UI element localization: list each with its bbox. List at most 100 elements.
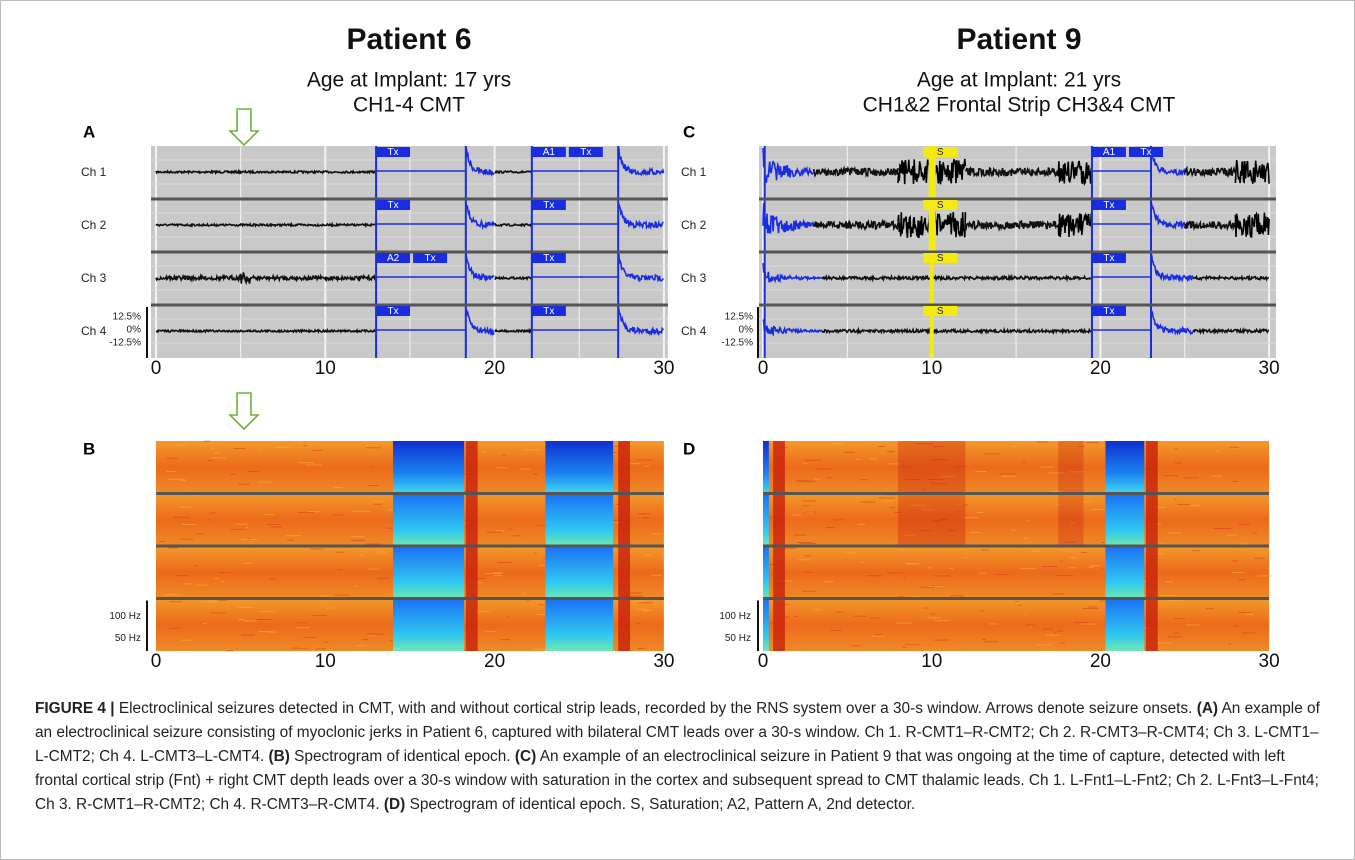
- time-tick-label: 0: [151, 651, 162, 672]
- amplitude-scale-label: 12.5%: [725, 312, 753, 323]
- stimulation-artifact: [393, 546, 465, 599]
- trace: [762, 147, 814, 183]
- trace: [465, 252, 495, 283]
- time-tick-label: 30: [653, 651, 674, 672]
- trace: [494, 327, 533, 334]
- channel-label: Ch 3: [81, 271, 107, 285]
- spectral-burst: [773, 546, 785, 599]
- marker-label: Tx: [543, 200, 554, 211]
- marker-label: S: [937, 253, 944, 264]
- saturation-band: [928, 199, 936, 252]
- panel-title: Patient 6: [346, 23, 471, 56]
- trace: [821, 326, 1093, 336]
- trace: [617, 146, 665, 177]
- stimulation-artifact: [763, 598, 769, 651]
- spectral-burst: [773, 441, 785, 494]
- stimulation-artifact: [545, 493, 614, 546]
- marker-label: A2: [387, 253, 400, 264]
- spectral-burst: [465, 546, 478, 599]
- channel-label: Ch 1: [681, 165, 707, 179]
- trace: [762, 262, 823, 284]
- marker-label: Tx: [388, 200, 399, 211]
- marker-label: Tx: [580, 147, 591, 158]
- trace: [155, 272, 377, 286]
- marker-box: [531, 253, 566, 263]
- stimulation-artifact: [763, 546, 769, 599]
- panel-letter: B: [83, 439, 95, 458]
- panel-letter: D: [683, 439, 695, 458]
- frequency-scale-label: 50 Hz: [115, 633, 141, 644]
- spectral-burst: [897, 493, 966, 546]
- spectral-burst: [465, 493, 478, 546]
- time-tick-label: 0: [758, 651, 769, 672]
- trace: [1150, 201, 1186, 231]
- marker-box: [531, 147, 566, 157]
- time-tick-label: 10: [921, 651, 942, 672]
- time-tick-label: 30: [1259, 358, 1280, 379]
- panel-subtitle: Age at Implant: 17 yrs: [307, 69, 511, 92]
- frequency-scale-label: 100 Hz: [719, 611, 751, 622]
- caption: FIGURE 4 | Electroclinical seizures dete…: [35, 697, 1330, 817]
- spectral-burst: [773, 598, 785, 651]
- spectral-burst: [465, 598, 478, 651]
- marker-box: [376, 200, 411, 210]
- caption-part-label: (D): [383, 796, 406, 813]
- marker-box: [923, 253, 958, 263]
- spectral-burst: [465, 441, 478, 494]
- spectrogram-row: [763, 598, 1270, 651]
- saturation-band: [929, 305, 934, 358]
- trace: [812, 218, 899, 232]
- trace: [812, 165, 899, 179]
- amplitude-scale-label: 12.5%: [113, 312, 141, 323]
- spectral-burst: [618, 441, 631, 494]
- spectrogram-row: [763, 493, 1270, 546]
- marker-label: Tx: [1103, 306, 1114, 317]
- marker-label: Tx: [543, 253, 554, 264]
- trace: [1184, 165, 1237, 179]
- marker-box: [923, 200, 958, 210]
- stimulation-artifact: [545, 598, 614, 651]
- spectral-burst: [773, 493, 785, 546]
- trace: [465, 201, 496, 231]
- trace: [1234, 160, 1270, 184]
- amplitude-scale-label: -12.5%: [109, 338, 141, 349]
- caption-part-label: (C): [514, 748, 537, 765]
- trace: [1150, 150, 1186, 177]
- trace: [1057, 212, 1093, 238]
- trace: [964, 166, 1059, 179]
- marker-box: [1091, 147, 1126, 157]
- stimulation-artifact: [763, 493, 769, 546]
- stimulation-artifact: [1105, 441, 1145, 494]
- time-tick-label: 10: [921, 358, 942, 379]
- trace: [617, 202, 664, 231]
- caption-text: An example of an electroclinical seizure…: [35, 748, 1319, 813]
- caption-label: FIGURE 4 |: [35, 700, 115, 717]
- channel-label: Ch 1: [81, 165, 107, 179]
- stimulation-artifact: [393, 598, 465, 651]
- trace: [1234, 211, 1270, 238]
- saturation-band: [928, 146, 936, 199]
- caption-text: Spectrogram of identical epoch. S, Satur…: [409, 796, 916, 813]
- marker-label: S: [937, 306, 944, 317]
- trace: [617, 305, 664, 337]
- time-tick-label: 10: [315, 651, 336, 672]
- time-tick-label: 0: [758, 358, 769, 379]
- panel-letter: A: [83, 122, 95, 141]
- marker-box: [1091, 306, 1126, 316]
- stimulation-artifact: [393, 441, 465, 494]
- marker-box: [531, 306, 566, 316]
- channel-label: Ch 2: [681, 218, 707, 232]
- time-tick-label: 30: [1259, 651, 1280, 672]
- caption-text: An example of an electroclinical seizure…: [35, 700, 1320, 765]
- panel-title: Patient 9: [956, 23, 1081, 56]
- channel-label: Ch 2: [81, 218, 107, 232]
- stimulation-artifact: [1105, 546, 1145, 599]
- marker-box: [531, 200, 566, 210]
- marker-box: [923, 147, 958, 157]
- trace: [762, 203, 815, 234]
- time-tick-label: 20: [484, 358, 505, 379]
- spectral-burst: [618, 546, 631, 599]
- marker-label: A1: [543, 147, 556, 158]
- panel-subtitle: Age at Implant: 21 yrs: [917, 69, 1121, 92]
